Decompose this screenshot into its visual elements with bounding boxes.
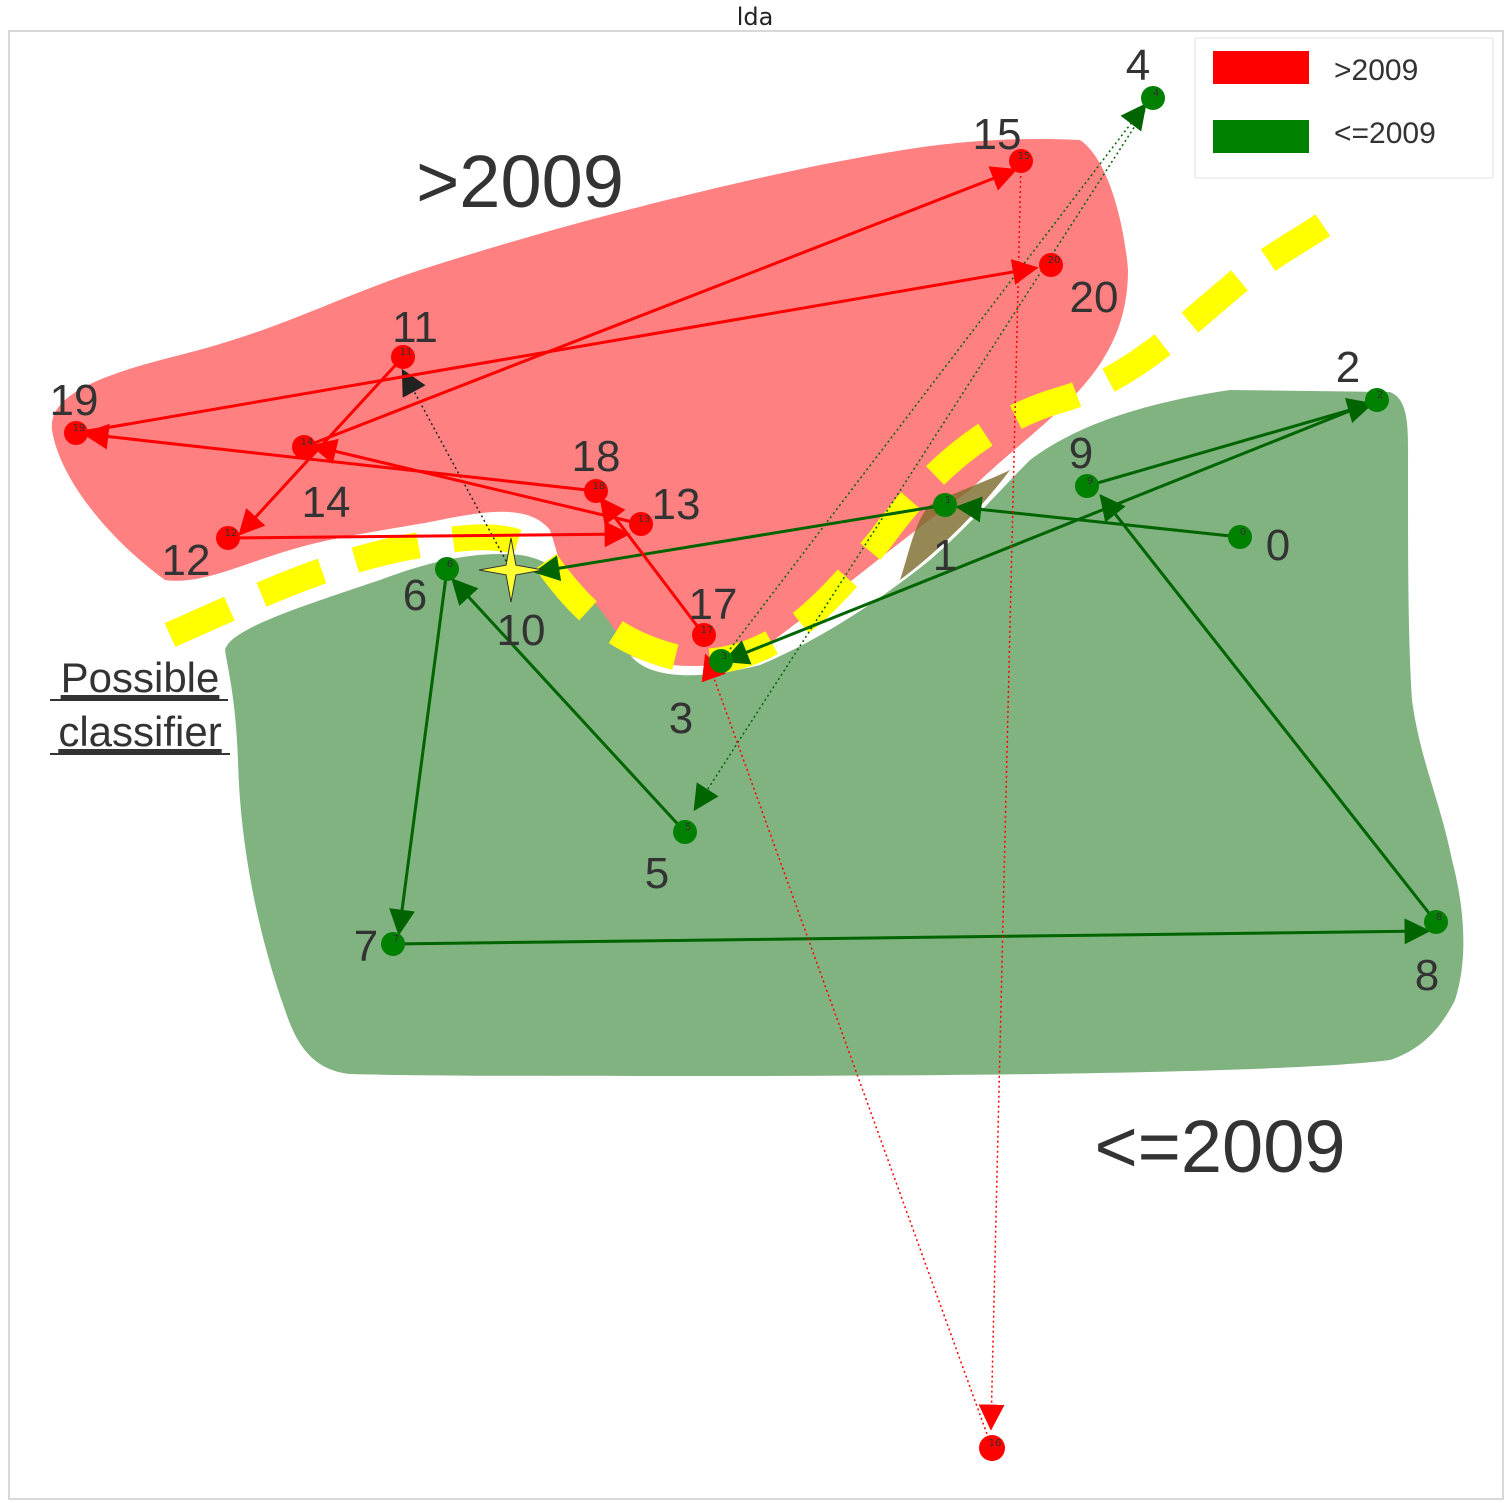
node-7-inner-label: 7 bbox=[393, 934, 399, 945]
red-region bbox=[51, 139, 1128, 667]
node-5-label: 5 bbox=[645, 849, 669, 898]
node-6-inner-label: 6 bbox=[447, 559, 453, 570]
node-8-label: 8 bbox=[1415, 951, 1439, 1000]
legend-swatch-red bbox=[1213, 51, 1309, 84]
node-17 bbox=[692, 623, 716, 647]
node-20-inner-label: 20 bbox=[1048, 255, 1061, 266]
edge-1-to-10 bbox=[533, 503, 946, 582]
node-7 bbox=[381, 932, 405, 956]
node-5-inner-label: 5 bbox=[685, 822, 691, 833]
edge-5-to-6 bbox=[451, 578, 687, 834]
annotation-line-1: Possible bbox=[61, 654, 220, 701]
legend: >2009 <=2009 bbox=[1194, 37, 1494, 179]
edge-9-to-2 bbox=[1086, 398, 1374, 488]
node-6 bbox=[435, 557, 459, 581]
edge-4-to-5 bbox=[693, 97, 1154, 812]
node-3-label: 3 bbox=[669, 694, 693, 743]
edge-6-to-7 bbox=[389, 568, 449, 936]
edge-16-to-17 bbox=[701, 653, 993, 1449]
node-15-label: 15 bbox=[973, 110, 1022, 159]
legend-label-green: <=2009 bbox=[1334, 117, 1436, 150]
node-0 bbox=[1228, 525, 1252, 549]
node-9 bbox=[1075, 474, 1099, 498]
plot-frame bbox=[8, 30, 1504, 1500]
edge-15-to-16 bbox=[978, 160, 1022, 1431]
edge-19-to-20 bbox=[75, 259, 1039, 435]
node-9-inner-label: 9 bbox=[1087, 476, 1093, 487]
edge-2-to-3 bbox=[722, 398, 1378, 665]
node-7-label: 7 bbox=[354, 922, 378, 971]
node-1-label: 1 bbox=[933, 531, 957, 580]
legend-swatch-green bbox=[1213, 120, 1309, 153]
node-19-inner-label: 19 bbox=[73, 423, 86, 434]
edge-13-to-14 bbox=[310, 438, 642, 526]
node-18-inner-label: 18 bbox=[593, 481, 606, 492]
node-2-inner-label: 2 bbox=[1377, 390, 1383, 401]
node-16-inner-label: 16 bbox=[989, 1438, 1002, 1449]
node-8-inner-label: 8 bbox=[1436, 912, 1442, 923]
node-18 bbox=[584, 479, 608, 503]
node-2 bbox=[1365, 388, 1389, 412]
edges-group bbox=[75, 97, 1438, 1449]
node-4 bbox=[1141, 86, 1165, 110]
node-18-label: 18 bbox=[572, 432, 621, 481]
node-20 bbox=[1039, 253, 1063, 277]
node-3 bbox=[709, 649, 733, 673]
node-14 bbox=[292, 435, 316, 459]
node-0-inner-label: 0 bbox=[1240, 527, 1246, 538]
node-12-label: 12 bbox=[162, 536, 211, 585]
edge-14-to-15 bbox=[303, 166, 1018, 449]
node-4-inner-label: 4 bbox=[1153, 88, 1159, 99]
edge-0-to-1 bbox=[955, 496, 1241, 539]
node-0-label: 0 bbox=[1266, 521, 1290, 570]
red-region-label: >2009 bbox=[416, 140, 624, 223]
node-1 bbox=[933, 493, 957, 517]
node-10-star bbox=[478, 537, 544, 603]
node-17-inner-label: 17 bbox=[701, 625, 714, 636]
legend-box bbox=[1194, 37, 1494, 179]
node-13-inner-label: 13 bbox=[638, 514, 651, 525]
node-9-label: 9 bbox=[1069, 429, 1093, 478]
edge-12-to-13 bbox=[227, 521, 631, 548]
node-2-label: 2 bbox=[1336, 343, 1360, 392]
node-11-inner-label: 11 bbox=[400, 347, 413, 358]
edge-3-to-4 bbox=[720, 102, 1147, 662]
legend-label-red: >2009 bbox=[1334, 54, 1418, 87]
node-10-label: 10 bbox=[497, 606, 546, 655]
node-8 bbox=[1424, 910, 1448, 934]
edge-17-to-18 bbox=[599, 496, 706, 636]
node-13 bbox=[629, 512, 653, 536]
node-6-label: 6 bbox=[403, 571, 427, 620]
node-17-label: 17 bbox=[689, 580, 738, 629]
edge-8-to-9 bbox=[1099, 493, 1438, 923]
node-13-label: 13 bbox=[652, 480, 701, 529]
node-14-inner-label: 14 bbox=[301, 437, 314, 448]
node-20-label: 20 bbox=[1070, 273, 1119, 322]
edge-18-to-19 bbox=[82, 423, 597, 493]
node-16 bbox=[979, 1435, 1005, 1461]
node-19 bbox=[64, 421, 88, 445]
node-11 bbox=[391, 345, 415, 369]
node-11-label: 11 bbox=[392, 303, 438, 352]
node-12-inner-label: 12 bbox=[225, 528, 238, 539]
node-1-inner-label: 1 bbox=[945, 495, 951, 506]
annotation-line-2: classifier bbox=[58, 708, 221, 755]
node-15 bbox=[1009, 149, 1033, 173]
node-4-label: 4 bbox=[1126, 41, 1150, 90]
plot-title: lda bbox=[737, 3, 774, 31]
green-region-label: <=2009 bbox=[1094, 1105, 1345, 1188]
node-5 bbox=[673, 820, 697, 844]
edge-7-to-8 bbox=[392, 918, 1431, 946]
node-19-label: 19 bbox=[50, 376, 99, 425]
node-15-inner-label: 15 bbox=[1018, 151, 1031, 162]
node-3-inner-label: 3 bbox=[721, 651, 727, 662]
node-12 bbox=[216, 526, 240, 550]
node-14-label: 14 bbox=[302, 478, 351, 527]
